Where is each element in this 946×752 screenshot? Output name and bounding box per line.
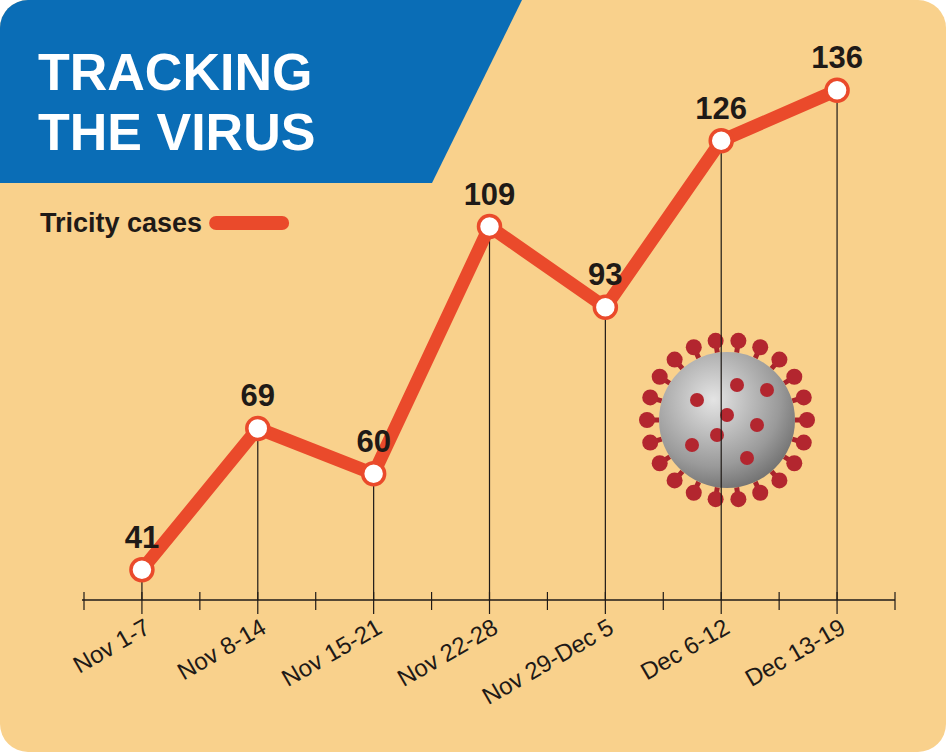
virus-knob xyxy=(667,472,683,488)
virus-knob xyxy=(710,428,724,442)
virus-knob xyxy=(799,412,815,428)
title-line: THE VIRUS xyxy=(38,103,315,161)
virus-knob xyxy=(786,455,802,471)
drop-line xyxy=(489,227,490,600)
virus-knob xyxy=(796,389,812,405)
virus-knob xyxy=(720,408,734,422)
virus-body xyxy=(659,352,795,488)
marker xyxy=(479,216,501,238)
title-banner xyxy=(0,0,522,183)
virus-knob xyxy=(752,485,768,501)
virus-knob xyxy=(752,339,768,355)
data-label: 136 xyxy=(811,40,863,75)
virus-knob xyxy=(750,418,764,432)
virus-knob xyxy=(730,333,746,349)
virus-knob xyxy=(639,412,655,428)
virus-knob xyxy=(685,438,699,452)
x-axis-line xyxy=(82,599,895,601)
minor-tick xyxy=(779,592,780,610)
series-line xyxy=(142,90,837,569)
x-tick-label: Dec 6-12 xyxy=(636,613,734,685)
drop-line xyxy=(605,307,606,600)
virus-knob xyxy=(667,352,683,368)
marker xyxy=(826,79,848,101)
x-tick-label: Nov 29-Dec 5 xyxy=(477,613,618,710)
virus-illustration xyxy=(639,333,815,507)
virus-knob xyxy=(796,435,812,451)
x-tick-label: Nov 22-28 xyxy=(393,613,502,692)
background xyxy=(0,0,946,752)
minor-tick xyxy=(663,592,664,610)
marker xyxy=(131,559,153,581)
minor-tick xyxy=(431,592,432,610)
data-label: 60 xyxy=(356,424,390,459)
x-axis: Nov 1-7 Nov 8-14Nov 15-21Nov 22-28Nov 29-… xyxy=(68,592,895,710)
legend: Tricity cases xyxy=(40,208,282,238)
minor-tick xyxy=(894,592,895,610)
virus-knob xyxy=(652,455,668,471)
virus-knob xyxy=(730,491,746,507)
marker xyxy=(710,130,732,152)
virus-knob xyxy=(740,451,754,465)
data-label: 126 xyxy=(695,91,747,126)
virus-knob xyxy=(642,435,658,451)
minor-tick xyxy=(547,592,548,610)
x-tick-label: Nov 15-21 xyxy=(277,613,386,692)
x-tick-label: Nov 1-7 xyxy=(68,613,154,678)
virus-knob xyxy=(771,472,787,488)
minor-tick xyxy=(315,592,316,610)
virus-knob xyxy=(760,383,774,397)
drop-line xyxy=(721,141,722,600)
virus-knob xyxy=(686,339,702,355)
x-tick-label: Nov 8-14 xyxy=(172,613,270,685)
minor-tick xyxy=(83,592,84,610)
virus-knob xyxy=(730,378,744,392)
marker xyxy=(247,417,269,439)
legend-swatch xyxy=(216,216,282,230)
marker xyxy=(363,463,385,485)
data-label: 41 xyxy=(125,520,159,555)
data-label: 109 xyxy=(464,177,516,212)
chart-root: TRACKINGTHE VIRUSTricity casesNov 1-7Nov… xyxy=(0,0,946,752)
title-line: TRACKING xyxy=(38,43,312,101)
title: TRACKINGTHE VIRUS xyxy=(38,43,315,161)
drop-line xyxy=(373,474,374,600)
plot-area xyxy=(131,79,848,600)
virus-knob xyxy=(690,393,704,407)
virus-knob xyxy=(686,485,702,501)
virus-knob xyxy=(786,369,802,385)
data-label: 69 xyxy=(241,378,275,413)
virus-knob xyxy=(642,389,658,405)
data-label: 93 xyxy=(588,257,622,292)
legend-label: Tricity cases xyxy=(40,208,202,238)
x-tick-label: Dec 13-19 xyxy=(740,613,849,692)
drop-line xyxy=(257,428,258,600)
data-labels: 41 69 60 109 93 126 136 xyxy=(125,40,863,554)
virus-knob xyxy=(771,352,787,368)
drop-line xyxy=(836,90,837,600)
minor-tick xyxy=(199,592,200,610)
virus-knob xyxy=(652,369,668,385)
marker xyxy=(594,296,616,318)
